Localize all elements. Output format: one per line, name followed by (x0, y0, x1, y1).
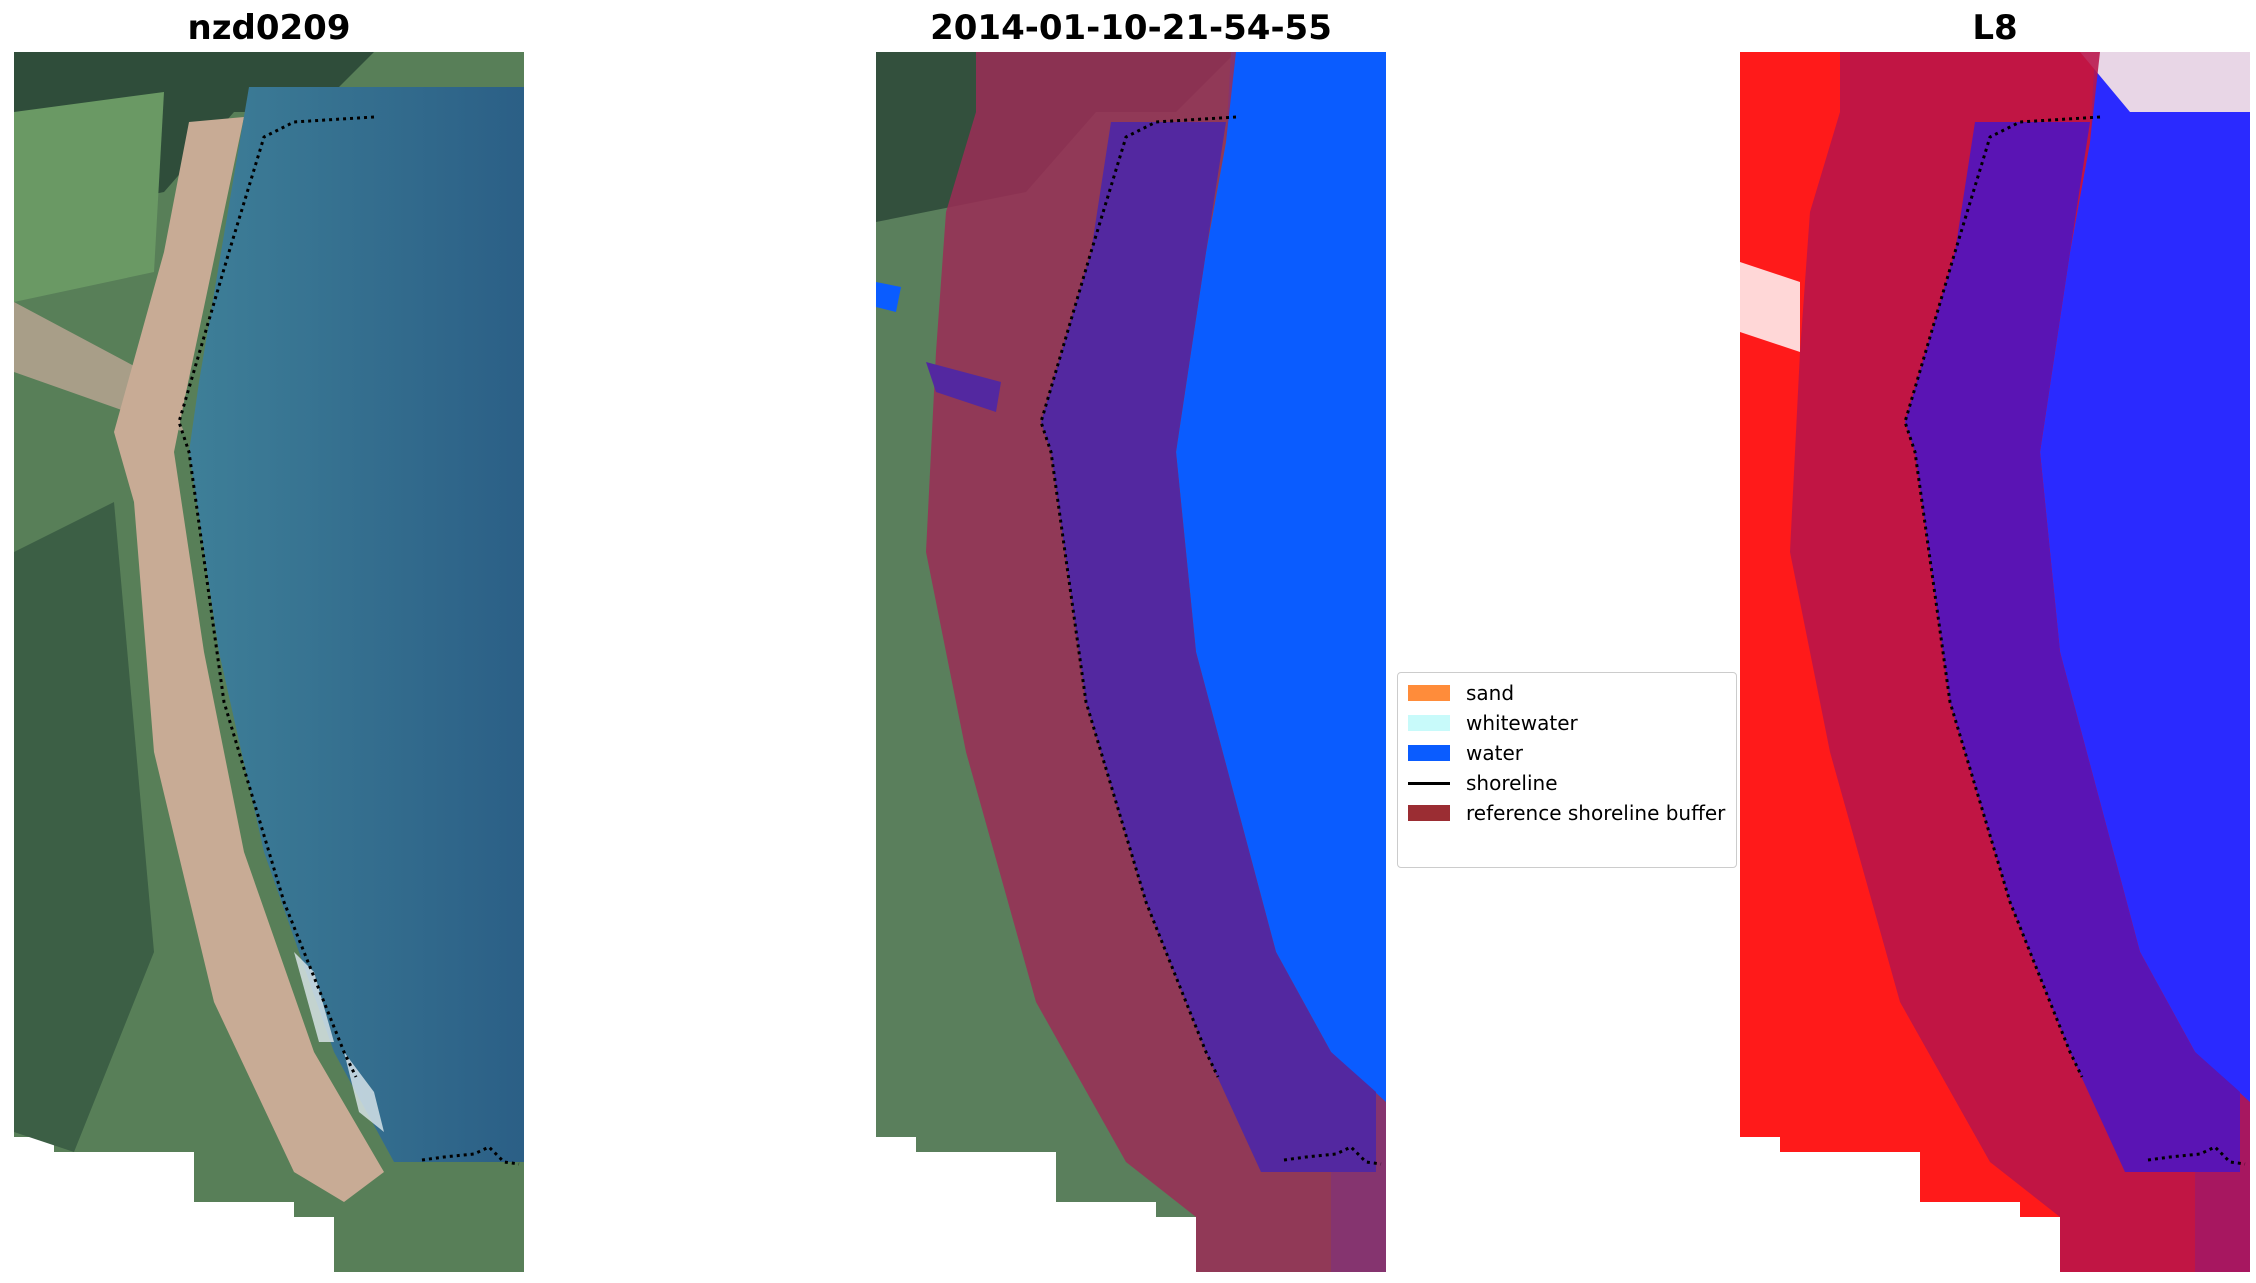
water-class-area (1176, 52, 1386, 1272)
rgb-image-panel (14, 52, 524, 1272)
legend-item-water: water (1408, 739, 1523, 767)
legend-item-shoreline: shoreline (1408, 769, 1558, 797)
legend-label: sand (1466, 681, 1515, 705)
index-water (2040, 52, 2250, 1272)
legend-label: reference shoreline buffer (1466, 801, 1726, 825)
buffer-water-zone (1041, 122, 1376, 1172)
shoreline-line-swatch (1408, 781, 1450, 785)
buffer-patch (926, 362, 1001, 412)
classified-image-panel (876, 52, 1386, 1272)
water-swatch (1408, 745, 1450, 761)
beach-sand (114, 117, 384, 1202)
index-bright-patch (1740, 262, 1800, 352)
buffer-water-zone (1905, 122, 2240, 1172)
legend-label: shoreline (1466, 771, 1558, 795)
whitewater-swatch (1408, 715, 1450, 731)
legend-item-sand: sand (1408, 679, 1514, 707)
legend-item-whitewater: whitewater (1408, 709, 1578, 737)
whitewater-streak (294, 952, 334, 1042)
buffer-swatch (1408, 805, 1450, 821)
panel-title-rgb: nzd0209 (187, 8, 351, 48)
shoreline (421, 1145, 520, 1166)
index-image-panel (1740, 52, 2250, 1272)
legend-label: water (1466, 741, 1523, 765)
sea-area (189, 87, 524, 1162)
water-class-patch (876, 282, 901, 312)
panel-title-index: L8 (1972, 8, 2018, 48)
panel-title-classified: 2014-01-10-21-54-55 (930, 8, 1332, 48)
shoreline (1283, 1145, 1382, 1166)
legend-item-reference-buffer: reference shoreline buffer (1408, 799, 1725, 827)
legend-label: whitewater (1466, 711, 1578, 735)
ridge-dark (14, 502, 154, 1152)
index-top-light (2080, 52, 2250, 112)
sand-swatch (1408, 685, 1450, 701)
shoreline (2147, 1145, 2246, 1166)
legend: sand whitewater water shoreline referenc… (1397, 672, 1737, 868)
field-light (14, 92, 164, 302)
